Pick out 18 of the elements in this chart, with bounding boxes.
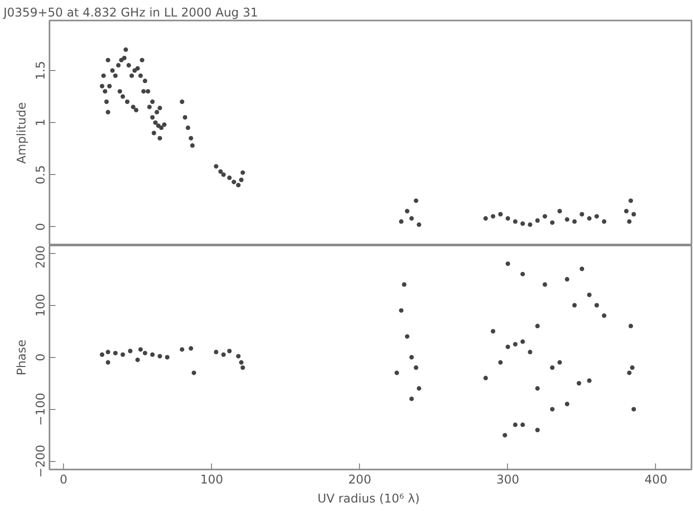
x-tick-label: 200 bbox=[348, 472, 372, 486]
y-tick-label: 1.5 bbox=[34, 60, 48, 80]
y-tick-label: 0 bbox=[34, 353, 48, 362]
chart-title: J0359+50 at 4.832 GHz in LL 2000 Aug 31 bbox=[2, 6, 258, 20]
x-axis-title: UV radius (10⁶ λ) bbox=[318, 492, 420, 506]
y-tick-label: 0 bbox=[34, 222, 48, 231]
y-tick-label: 0.5 bbox=[34, 165, 48, 184]
x-tick-label: 100 bbox=[200, 472, 224, 486]
y-tick-label: 200 bbox=[34, 246, 48, 268]
y-axis-title: Phase bbox=[14, 340, 28, 376]
x-tick-label: 0 bbox=[60, 472, 68, 486]
y-tick-label: −100 bbox=[34, 392, 48, 426]
x-tick-label: 400 bbox=[644, 472, 668, 486]
y-tick-label: −200 bbox=[34, 444, 48, 478]
y-tick-label: 1 bbox=[34, 118, 48, 126]
y-tick-label: 100 bbox=[34, 294, 48, 317]
y-axis-title: Amplitude bbox=[14, 102, 28, 164]
x-tick-label: 300 bbox=[496, 472, 520, 486]
